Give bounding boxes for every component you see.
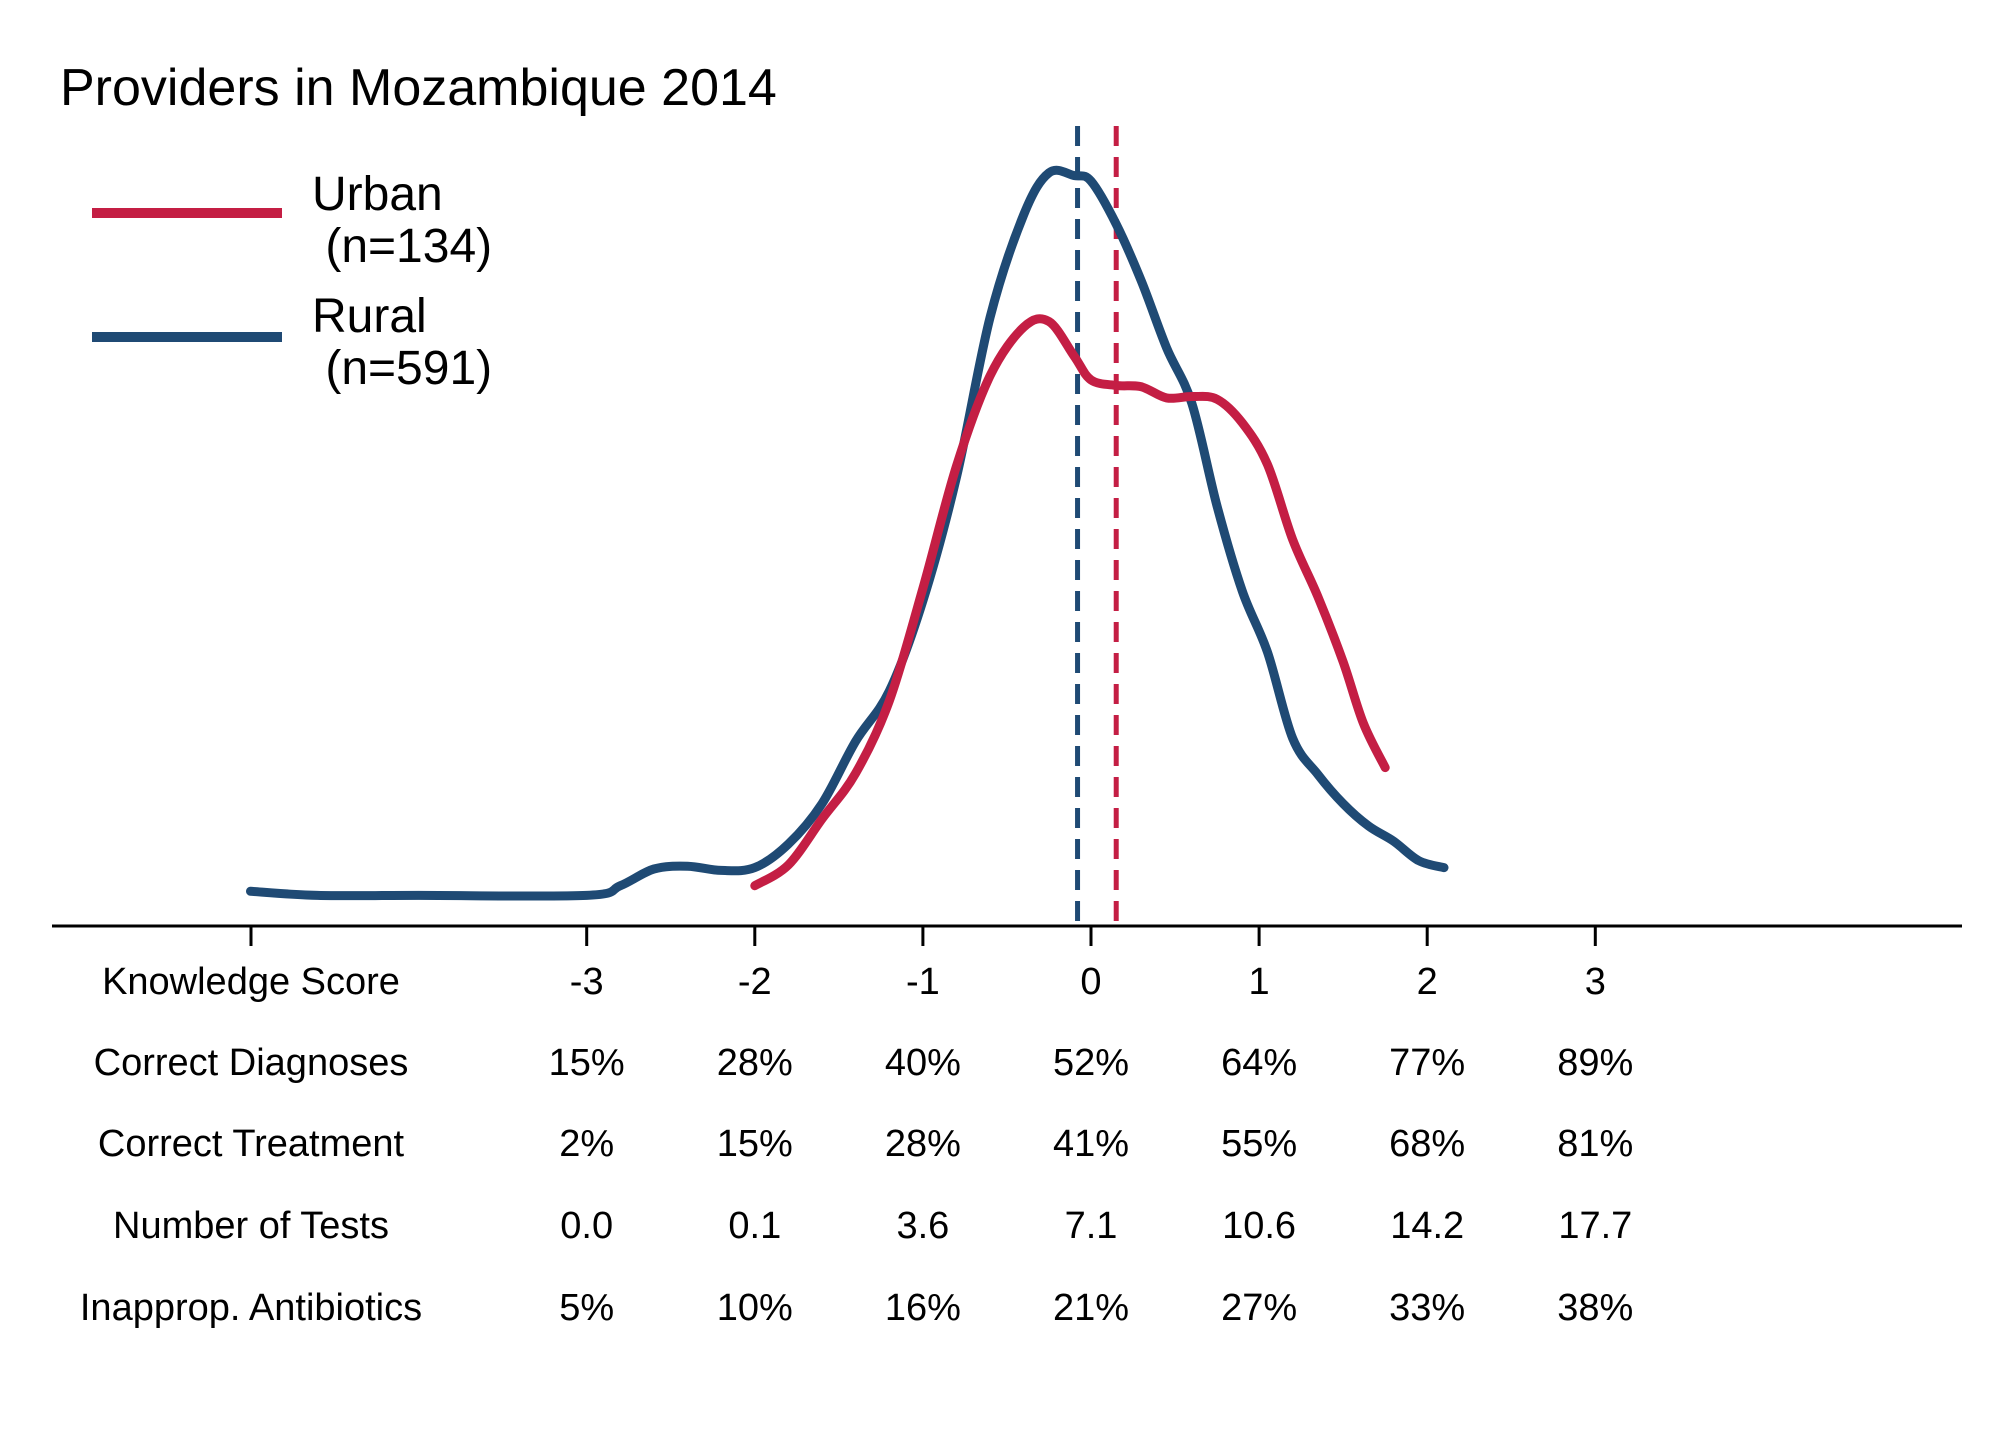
table-cell: 10.6 [1222,1205,1296,1247]
table-cell: 27% [1221,1287,1297,1329]
density-curve-rural [246,165,1449,901]
x-tick-label: -3 [570,961,604,1003]
table-cell: 68% [1389,1123,1465,1165]
legend-label-rural: Rural [312,290,427,343]
table-cell: 55% [1221,1123,1297,1165]
legend: Urban (n=134) Rural (n=591) [92,168,492,395]
table-cell: 89% [1557,1042,1633,1084]
x-tick-label: 1 [1249,961,1270,1003]
table-cell: 2% [559,1123,614,1165]
x-axis-label: Knowledge Score [102,961,400,1003]
score-table: Correct Diagnoses 15% 28% 40% 52% 64% 77% 89% Co… [80,1042,1633,1329]
density-curve-urban [750,314,1390,891]
table-cell: 0.0 [560,1205,613,1247]
table-cell: 21% [1053,1287,1129,1329]
table-cell: 40% [885,1042,961,1084]
table-row-label: Number of Tests [113,1205,389,1247]
table-cell: 7.1 [1065,1205,1118,1247]
table-cell: 0.1 [728,1205,781,1247]
legend-count-urban: (n=134) [312,220,492,273]
x-tick-label: 0 [1080,961,1101,1003]
table-cell: 41% [1053,1123,1129,1165]
x-tick-label: -2 [738,961,772,1003]
table-row-label: Inapprop. Antibiotics [80,1287,422,1329]
table-cell: 77% [1389,1042,1465,1084]
table-cell: 64% [1221,1042,1297,1084]
table-cell: 10% [717,1287,793,1329]
table-cell: 38% [1557,1287,1633,1329]
table-cell: 5% [559,1287,614,1329]
legend-count-rural: (n=591) [312,342,492,395]
x-tick-label: -1 [906,961,940,1003]
table-cell: 16% [885,1287,961,1329]
table-cell: 33% [1389,1287,1465,1329]
table-cell: 52% [1053,1042,1129,1084]
table-cell: 28% [885,1123,961,1165]
table-cell: 17.7 [1558,1205,1632,1247]
x-tick-label: 2 [1417,961,1438,1003]
legend-label-urban: Urban [312,168,443,221]
table-cell: 81% [1557,1123,1633,1165]
table-cell: 14.2 [1390,1205,1464,1247]
table-cell: 15% [549,1042,625,1084]
x-axis-ticks: -3 -2 -1 0 1 2 3 [249,926,1606,1003]
table-cell: 28% [717,1042,793,1084]
table-row-label: Correct Treatment [98,1123,405,1165]
x-tick-label: 3 [1585,961,1606,1003]
table-cell: 3.6 [896,1205,949,1247]
table-row-label: Correct Diagnoses [94,1042,409,1084]
plot-area [246,126,1449,926]
chart-title: Providers in Mozambique 2014 [60,59,777,117]
table-cell: 15% [717,1123,793,1165]
